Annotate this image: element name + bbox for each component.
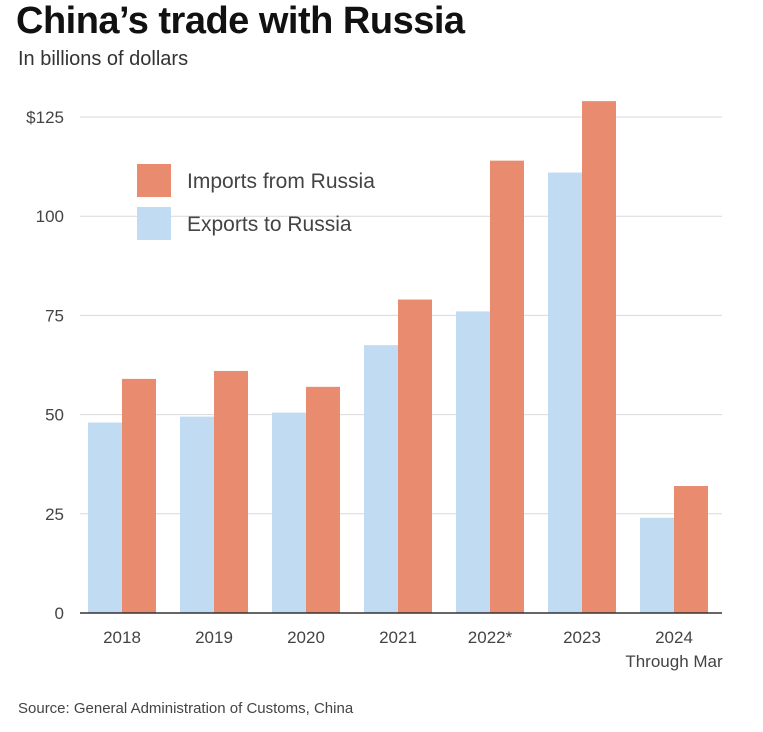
x-tick-label: 2018 bbox=[103, 628, 141, 647]
x-tick-label: 2023 bbox=[563, 628, 601, 647]
x-tick-label: 2024 bbox=[655, 628, 693, 647]
bar-imports bbox=[490, 160, 524, 613]
bar-exports bbox=[180, 416, 214, 613]
bar-imports bbox=[214, 370, 248, 613]
bar-imports bbox=[582, 101, 616, 614]
bar-exports bbox=[640, 517, 674, 613]
bar-imports bbox=[398, 299, 432, 613]
x-tick-label: 2022* bbox=[468, 628, 513, 647]
bar-exports bbox=[364, 345, 398, 613]
bar-exports bbox=[456, 311, 490, 613]
x-tick-label: 2019 bbox=[195, 628, 233, 647]
y-tick-label: 25 bbox=[45, 505, 64, 524]
x-tick-label: 2021 bbox=[379, 628, 417, 647]
y-tick-label: 100 bbox=[36, 207, 64, 226]
x-tick-label: 2020 bbox=[287, 628, 325, 647]
bar-imports bbox=[306, 386, 340, 613]
bar-imports bbox=[674, 486, 708, 613]
bar-chart: 0 25 50 75 100 $125 2018 2019 2020 2021 2022* 2023 2… bbox=[26, 101, 723, 671]
bar-exports bbox=[548, 172, 582, 613]
chart-title: China’s trade with Russia bbox=[16, 0, 465, 42]
legend-swatch bbox=[137, 164, 171, 197]
x-tick-sublabel: Through Mar bbox=[625, 652, 723, 671]
legend-label: Exports to Russia bbox=[187, 213, 352, 236]
y-tick-label: 50 bbox=[45, 406, 64, 425]
y-tick-label: 75 bbox=[45, 306, 64, 325]
chart-subtitle: In billions of dollars bbox=[18, 48, 189, 70]
legend-label: Imports from Russia bbox=[187, 170, 375, 193]
bar-imports bbox=[122, 378, 156, 613]
y-tick-label: $125 bbox=[26, 108, 64, 127]
bar-exports bbox=[272, 412, 306, 613]
legend-swatch bbox=[137, 207, 171, 240]
y-tick-label: 0 bbox=[55, 604, 64, 623]
source-note: Source: General Administration of Custom… bbox=[18, 700, 354, 717]
bar-exports bbox=[88, 422, 122, 613]
